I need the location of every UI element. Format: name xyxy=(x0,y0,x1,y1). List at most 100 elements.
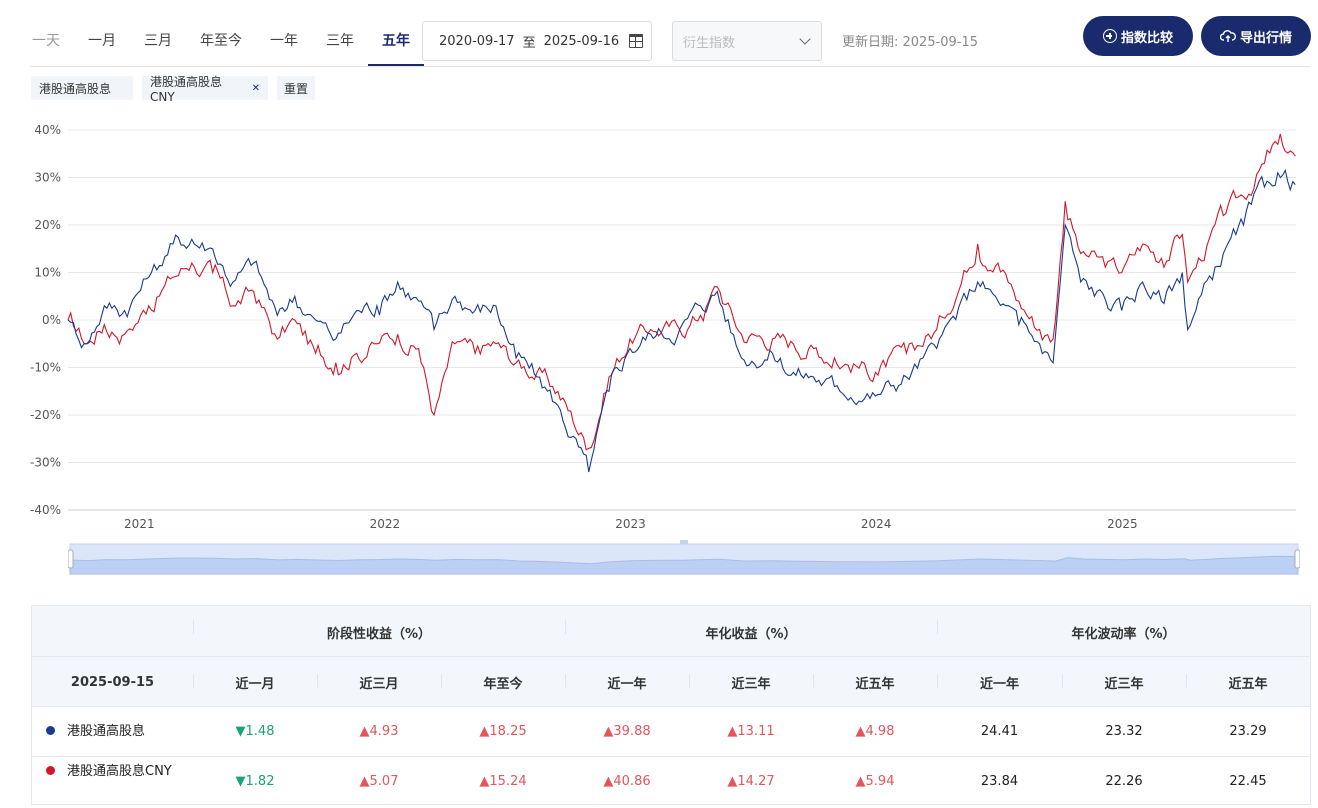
date-separator: 至 xyxy=(522,35,536,51)
date-range-picker[interactable]: 2020-09-17 至 2025-09-16 xyxy=(422,21,652,61)
date-header: 2025-09-15 xyxy=(70,674,155,690)
group-header: 年化收益（%） xyxy=(705,626,797,642)
series-tag-1-label: 港股通高股息 xyxy=(39,81,112,96)
zoom-slider[interactable] xyxy=(68,540,1300,576)
series-tag-2[interactable]: 港股通高股息CNY ✕ xyxy=(142,75,268,104)
table-cell: ▼1.48 xyxy=(235,723,275,739)
update-date: 更新日期: 2025-09-15 xyxy=(842,35,979,50)
reset-label: 重置 xyxy=(283,81,308,96)
column-separator xyxy=(193,674,194,688)
reset-button[interactable]: 重置 xyxy=(277,76,315,100)
table-cell: ▲18.25 xyxy=(479,723,527,739)
column-header: 近一年 xyxy=(607,676,647,692)
table-cell: 23.84 xyxy=(980,773,1019,789)
row-name: 港股通高股息CNY xyxy=(46,762,196,782)
column-separator xyxy=(937,674,938,688)
table-cell: ▲4.98 xyxy=(855,723,895,739)
group-separator xyxy=(565,620,566,634)
zoom-handle-right[interactable] xyxy=(1294,549,1300,569)
period-tabs: 一天 一月 三月 年至今 一年 三年 五年 xyxy=(18,20,424,66)
period-tab-4[interactable]: 一年 xyxy=(270,33,298,49)
table-cell: ▲39.88 xyxy=(603,723,651,739)
derived-index-select[interactable]: 衍生指数 xyxy=(672,21,822,61)
zoom-preview-area xyxy=(69,555,1299,575)
column-header: 近五年 xyxy=(855,676,895,692)
period-tab-5[interactable]: 三年 xyxy=(326,33,354,49)
series-dot xyxy=(46,766,55,775)
y-tick-label: 40% xyxy=(34,123,61,137)
column-separator xyxy=(813,674,814,688)
column-header: 年至今 xyxy=(483,676,523,692)
zoom-drag-grip[interactable] xyxy=(680,540,688,544)
plus-circle-icon xyxy=(1102,29,1117,43)
table-cell: ▲13.11 xyxy=(727,723,775,739)
table-cell: 23.32 xyxy=(1105,723,1143,739)
line-chart: 40% 30% 20% 10% 0% -10% -20% -30% -40% 2021 2022 20… xyxy=(30,123,1296,531)
date-start: 2020-09-17 xyxy=(439,33,515,49)
x-tick-label: 2025 xyxy=(1107,517,1138,531)
series-tag-1[interactable]: 港股通高股息 xyxy=(31,76,133,100)
y-tick-label: -40% xyxy=(30,503,61,517)
row-name-text: 港股通高股息 xyxy=(67,724,146,739)
series-dot xyxy=(46,726,55,735)
series-line-1 xyxy=(67,133,1296,451)
cloud-upload-icon xyxy=(1219,30,1236,42)
performance-table: 阶段性收益（%） 年化收益（%） 年化波动率（%） 2025-09-15 近一月 近三月 年… xyxy=(31,605,1311,805)
table-cell: 24.41 xyxy=(980,723,1019,739)
table-cell: ▲4.93 xyxy=(359,723,399,739)
y-tick-label: -30% xyxy=(30,456,61,470)
table-cell: ▲40.86 xyxy=(603,773,651,789)
table-cell: 22.26 xyxy=(1105,773,1143,789)
header-row-divider xyxy=(32,656,1310,657)
column-separator xyxy=(689,674,690,688)
column-separator xyxy=(317,674,318,688)
x-tick-label: 2021 xyxy=(124,517,155,531)
table-cell: 22.45 xyxy=(1229,773,1267,789)
series-tag-2-label: 港股通高股息CNY xyxy=(150,74,223,104)
top-divider xyxy=(30,66,1310,67)
y-tick-label: -20% xyxy=(30,408,61,422)
column-separator xyxy=(441,674,442,688)
table-cell: 23.29 xyxy=(1229,723,1267,739)
export-label: 导出行情 xyxy=(1239,30,1292,46)
x-tick-label: 2024 xyxy=(861,517,892,531)
period-tab-3[interactable]: 年至今 xyxy=(200,33,242,49)
header-bottom-divider xyxy=(32,706,1310,707)
date-end: 2025-09-16 xyxy=(543,33,620,49)
row-name: 港股通高股息 xyxy=(46,722,196,742)
column-header: 近一月 xyxy=(235,676,275,692)
column-header: 近五年 xyxy=(1228,676,1268,692)
derived-index-placeholder: 衍生指数 xyxy=(683,35,736,51)
period-tab-1[interactable]: 一月 xyxy=(88,33,116,49)
group-separator xyxy=(937,620,938,634)
x-tick-label: 2023 xyxy=(615,517,646,531)
y-tick-label: 20% xyxy=(34,218,61,232)
group-header: 阶段性收益（%） xyxy=(326,626,432,642)
period-tab-2[interactable]: 三月 xyxy=(144,33,172,49)
export-button[interactable]: 导出行情 xyxy=(1201,16,1311,56)
zoom-handle-left[interactable] xyxy=(68,549,74,569)
column-header: 近三年 xyxy=(731,676,771,692)
column-separator xyxy=(1062,674,1063,688)
group-separator xyxy=(193,620,194,634)
table-cell: ▲5.94 xyxy=(855,773,895,789)
group-header: 年化波动率（%） xyxy=(1071,626,1176,642)
table-cell: ▲14.27 xyxy=(727,773,775,789)
y-tick-label: 10% xyxy=(34,266,61,280)
column-header: 近三月 xyxy=(359,676,399,692)
index-compare-label: 指数比较 xyxy=(1120,30,1173,46)
y-tick-label: -10% xyxy=(30,361,61,375)
y-tick-label: 0% xyxy=(42,313,61,327)
table-cell: ▼1.82 xyxy=(235,773,275,789)
period-tab-6[interactable]: 五年 xyxy=(368,20,424,66)
column-separator xyxy=(1186,674,1187,688)
x-tick-label: 2022 xyxy=(370,517,401,531)
row-name-text: 港股通高股息CNY xyxy=(67,764,172,779)
period-tab-0[interactable]: 一天 xyxy=(32,33,60,49)
y-tick-label: 30% xyxy=(34,171,61,185)
calendar-icon[interactable] xyxy=(629,34,643,48)
close-icon[interactable]: ✕ xyxy=(251,82,260,94)
row-divider xyxy=(32,756,1310,757)
column-header: 近三年 xyxy=(1104,676,1144,692)
index-compare-button[interactable]: 指数比较 xyxy=(1083,16,1193,56)
